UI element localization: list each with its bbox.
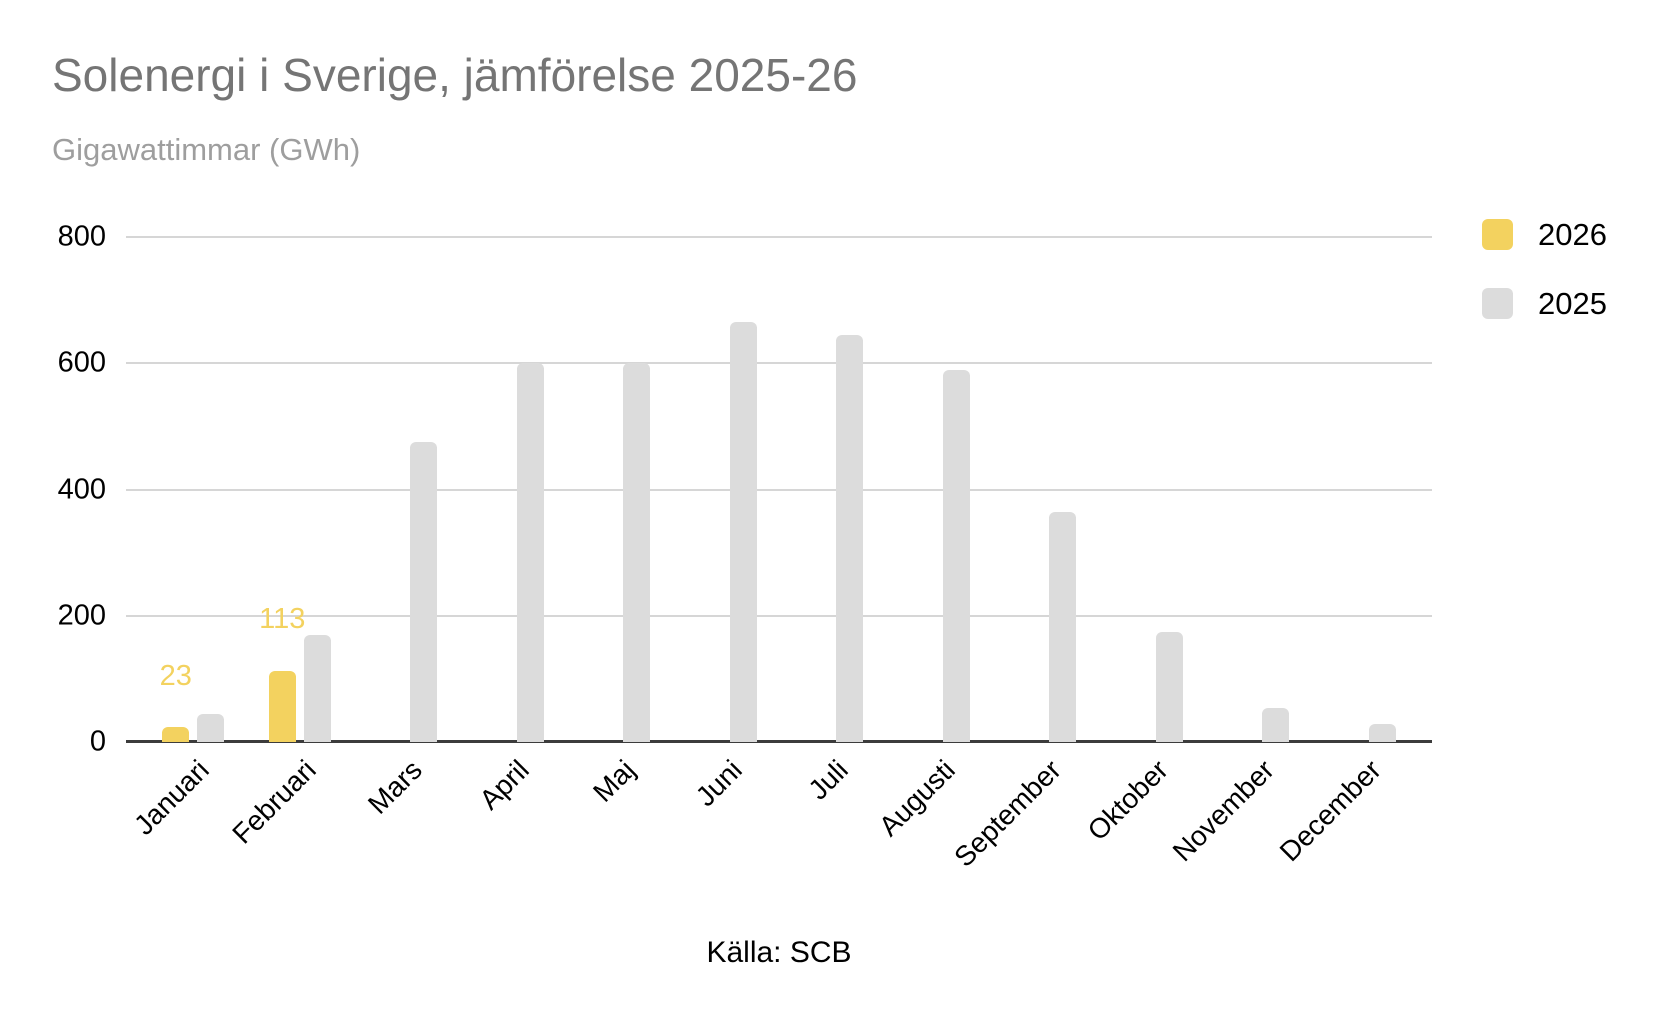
y-tick-800: 800: [57, 220, 106, 253]
bar-2025-februari: [303, 634, 331, 742]
bar-group-februari: 113: [247, 237, 354, 742]
x-tick-oktober: Oktober: [1081, 754, 1174, 847]
y-tick-200: 200: [57, 599, 106, 632]
bar-group-april: [460, 237, 567, 742]
chart-subtitle: Gigawattimmar (GWh): [52, 132, 361, 167]
bar-2025-juli: [836, 334, 864, 742]
bar-2025-augusti: [942, 369, 970, 742]
gridline-800: [126, 236, 1432, 238]
x-axis: Januari Februari Mars April Maj Juni Juli Augus…: [126, 754, 1432, 914]
y-tick-400: 400: [57, 473, 106, 505]
legend-label-2026: 2026: [1538, 216, 1607, 252]
bar-2025-maj: [623, 363, 651, 742]
x-tick-juli: Juli: [802, 754, 855, 806]
x-tick-april: April: [473, 754, 535, 816]
bar-2025-april: [516, 363, 544, 742]
x-tick-juni: Juni: [689, 754, 748, 813]
bar-group-januari: 23: [140, 237, 247, 742]
x-tick-september: September: [948, 754, 1068, 873]
gridline-600: [126, 362, 1432, 365]
bar-2025-juni: [729, 322, 757, 742]
x-tick-maj: Maj: [587, 754, 642, 808]
x-tick-januari: Januari: [128, 754, 216, 841]
bar-group-oktober: [1099, 237, 1206, 742]
legend-swatch-2025: [1482, 288, 1513, 319]
chart-title: Solenergi i Sverige, jämförelse 2025-26: [52, 49, 858, 101]
bar-2025-november: [1262, 707, 1290, 742]
gridline-200: [126, 614, 1432, 617]
data-label-2026-februari: 113: [259, 603, 306, 636]
x-tick-februari: Februari: [226, 754, 322, 850]
bar-group-december: [1312, 237, 1419, 742]
bar-group-mars: [353, 237, 460, 742]
y-tick-600: 600: [57, 346, 106, 379]
bar-2025-oktober: [1155, 631, 1183, 742]
y-tick-0: 0: [89, 725, 106, 758]
bar-group-maj: [566, 237, 673, 742]
bar-group-augusti: [886, 237, 993, 742]
bar-2026-januari: 23: [160, 660, 192, 742]
bar-2026-februari: 113: [259, 603, 305, 742]
legend-item-2026: 2026: [1482, 216, 1607, 252]
legend-item-2025: 2025: [1482, 285, 1607, 321]
gridline-400: [126, 488, 1432, 491]
x-axis-baseline: [126, 740, 1432, 743]
bars-row: 23 113: [126, 237, 1432, 742]
bar-2025-september: [1049, 511, 1077, 742]
bar-group-september: [992, 237, 1099, 742]
bar-2025-mars: [410, 442, 438, 742]
bar-group-juni: [673, 237, 780, 742]
plot-area: 23 113: [126, 236, 1432, 743]
legend-swatch-2026: [1482, 219, 1513, 250]
legend-label-2025: 2025: [1538, 285, 1607, 321]
data-label-2026-januari: 23: [159, 660, 192, 693]
bar-group-juli: [779, 237, 886, 742]
x-tick-november: November: [1166, 754, 1281, 868]
x-tick-december: December: [1273, 754, 1387, 868]
bar-2025-januari: [197, 713, 225, 742]
x-tick-mars: Mars: [362, 754, 429, 820]
bar-2025-december: [1368, 724, 1396, 742]
chart-legend: 2026 2025: [1482, 216, 1607, 356]
source-caption: Källa: SCB: [706, 936, 852, 969]
x-tick-augusti: Augusti: [872, 754, 961, 842]
bar-group-november: [1205, 237, 1312, 742]
